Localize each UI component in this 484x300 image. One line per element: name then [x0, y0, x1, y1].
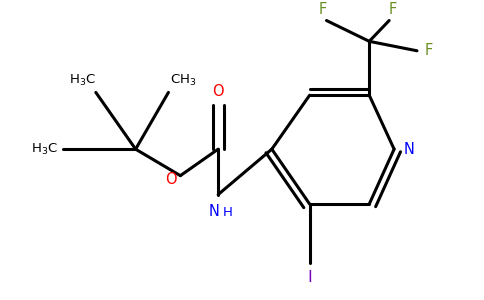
Text: F: F — [318, 2, 327, 17]
Text: CH$_3$: CH$_3$ — [170, 73, 197, 88]
Text: O: O — [212, 84, 224, 99]
Text: I: I — [307, 270, 312, 285]
Text: H$_3$C: H$_3$C — [31, 142, 58, 157]
Text: F: F — [389, 2, 397, 17]
Text: N: N — [209, 204, 220, 219]
Text: H: H — [223, 206, 233, 219]
Text: F: F — [425, 43, 433, 58]
Text: O: O — [165, 172, 176, 187]
Text: H$_3$C: H$_3$C — [69, 73, 96, 88]
Text: N: N — [404, 142, 415, 157]
